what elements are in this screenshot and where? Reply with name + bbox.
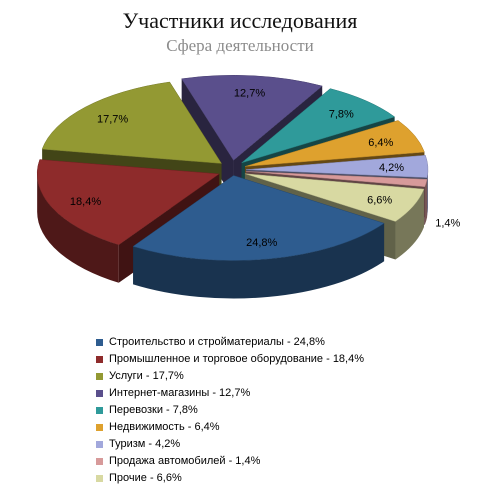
legend-label: Интернет-магазины - 12,7% bbox=[109, 387, 251, 399]
pie-side-туризм bbox=[427, 169, 428, 216]
legend-swatch bbox=[96, 390, 103, 397]
pie-slice-недвижимость bbox=[244, 120, 425, 167]
legend-item-строительство-и-стройматериалы: Строительство и стройматериалы - 24,8% bbox=[96, 334, 364, 351]
pie-side-прочие bbox=[395, 189, 424, 260]
pie-slice-прочие bbox=[244, 173, 425, 222]
legend-swatch bbox=[96, 458, 103, 465]
data-label-строительство-и-стройматериалы: 24,8% bbox=[246, 237, 277, 249]
pie-side-продажа-автомобилей bbox=[424, 179, 428, 225]
legend-swatch bbox=[96, 424, 103, 431]
legend-item-недвижимость: Недвижимость - 6,4% bbox=[96, 419, 364, 436]
data-label-прочие: 6,6% bbox=[367, 195, 392, 207]
data-label-интернет-магазины: 12,7% bbox=[234, 88, 265, 100]
legend-label: Перевозки - 7,8% bbox=[109, 404, 198, 416]
data-label-продажа-автомобилей: 1,4% bbox=[435, 217, 460, 229]
legend-label: Продажа автомобилей - 1,4% bbox=[109, 455, 261, 467]
legend-item-услуги: Услуги - 17,7% bbox=[96, 368, 364, 385]
pie-slice-интернет-магазины bbox=[181, 75, 323, 161]
pie-slice-строительство-и-стройматериалы bbox=[132, 175, 385, 261]
pie-slice-промышленное-и-торговое-оборудование bbox=[36, 159, 220, 246]
legend-swatch bbox=[96, 373, 103, 380]
data-label-туризм: 4,2% bbox=[379, 162, 404, 174]
legend-swatch bbox=[96, 441, 103, 448]
chart-subtitle: Сфера деятельности bbox=[166, 36, 314, 55]
legend-label: Строительство и стройматериалы - 24,8% bbox=[109, 336, 325, 348]
legend-swatch bbox=[96, 356, 103, 363]
legend-swatch bbox=[96, 407, 103, 414]
data-label-услуги: 17,7% bbox=[97, 113, 128, 125]
pie-slice-перевозки bbox=[241, 88, 396, 164]
legend-item-туризм: Туризм - 4,2% bbox=[96, 436, 364, 453]
data-label-перевозки: 7,8% bbox=[329, 108, 354, 120]
legend-item-продажа-автомобилей: Продажа автомобилей - 1,4% bbox=[96, 453, 364, 470]
legend-swatch bbox=[96, 339, 103, 346]
chart-title: Участники исследования bbox=[122, 8, 358, 33]
legend-swatch bbox=[96, 475, 103, 482]
pie-slice-туризм bbox=[245, 155, 429, 178]
legend-item-интернет-магазины: Интернет-магазины - 12,7% bbox=[96, 385, 364, 402]
chart-legend: Строительство и стройматериалы - 24,8% Пр… bbox=[96, 334, 364, 487]
legend-item-перевозки: Перевозки - 7,8% bbox=[96, 402, 364, 419]
data-label-недвижимость: 6,4% bbox=[368, 137, 393, 149]
pie-chart: 24,8% 18,4% 17,7% 12,7% 7,8% 6,4% 4,2% 1,4% 6,6% bbox=[36, 75, 461, 299]
legend-label: Услуги - 17,7% bbox=[109, 370, 184, 382]
pie-slice-услуги bbox=[41, 81, 223, 164]
pie-slice-продажа-автомобилей bbox=[245, 171, 428, 188]
legend-item-промышленное-и-торговое-оборудование: Промышленное и торговое оборудование - 1… bbox=[96, 351, 364, 368]
legend-item-прочие: Прочие - 6,6% bbox=[96, 470, 364, 487]
legend-label: Прочие - 6,6% bbox=[109, 472, 182, 484]
pie-side-промышленное-и-торговое-оборудование bbox=[37, 173, 119, 283]
legend-label: Промышленное и торговое оборудование - 1… bbox=[109, 353, 365, 365]
pie-side-строительство-и-стройматериалы bbox=[133, 223, 385, 299]
legend-label: Туризм - 4,2% bbox=[109, 438, 181, 450]
data-label-промышленное-и-торговое-оборудование: 18,4% bbox=[70, 196, 101, 208]
legend-label: Недвижимость - 6,4% bbox=[109, 421, 220, 433]
